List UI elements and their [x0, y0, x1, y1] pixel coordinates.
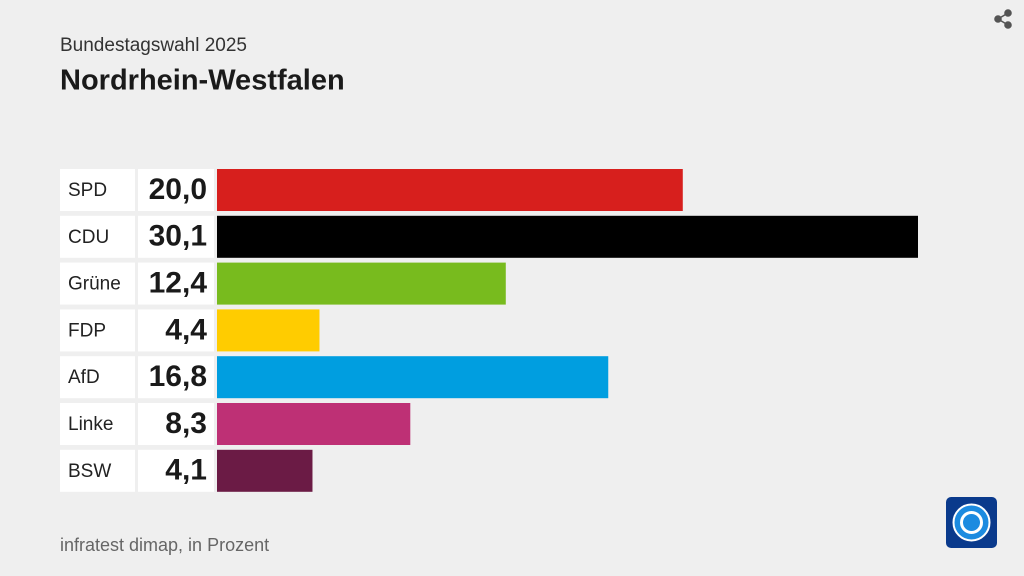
bar	[217, 449, 313, 492]
category-label: FDP	[68, 320, 106, 341]
value-label: 30,1	[149, 220, 207, 253]
bar	[217, 169, 683, 211]
chart-subtitle: Bundestagswahl 2025	[60, 35, 247, 56]
share-icon[interactable]	[994, 9, 1012, 29]
value-label: 20,0	[149, 173, 207, 206]
label-cell	[60, 356, 135, 399]
value-cell	[138, 262, 214, 305]
value-cell	[138, 449, 214, 492]
share-link	[997, 18, 1009, 26]
value-cell	[138, 309, 214, 352]
label-cell	[60, 449, 135, 492]
value-cell	[138, 215, 214, 258]
value-label: 4,4	[165, 313, 207, 346]
category-label: Linke	[68, 414, 113, 435]
logo-globe	[952, 503, 991, 542]
bar	[217, 215, 918, 258]
category-label: SPD	[68, 180, 107, 201]
bar	[217, 262, 506, 305]
value-cell	[138, 356, 214, 399]
value-label: 4,1	[165, 454, 207, 487]
logo-ring	[960, 511, 983, 534]
source-note: infratest dimap, in Prozent	[60, 535, 269, 555]
bar	[217, 309, 320, 352]
value-cell	[138, 169, 214, 211]
label-cell	[60, 403, 135, 445]
value-label: 12,4	[149, 267, 208, 300]
category-label: BSW	[68, 461, 111, 482]
chart-title: Nordrhein-Westfalen	[60, 65, 345, 97]
label-cell	[60, 215, 135, 258]
logo	[946, 497, 997, 548]
category-label: CDU	[68, 227, 109, 248]
label-cell	[60, 262, 135, 305]
bar	[217, 356, 609, 399]
bar	[217, 403, 411, 445]
label-cell	[60, 309, 135, 352]
value-cell	[138, 403, 214, 445]
value-label: 8,3	[165, 407, 207, 440]
share-link	[997, 12, 1009, 20]
category-label: AfD	[68, 367, 100, 388]
label-cell	[60, 169, 135, 211]
category-label: Grüne	[68, 274, 121, 295]
value-label: 16,8	[149, 360, 207, 393]
